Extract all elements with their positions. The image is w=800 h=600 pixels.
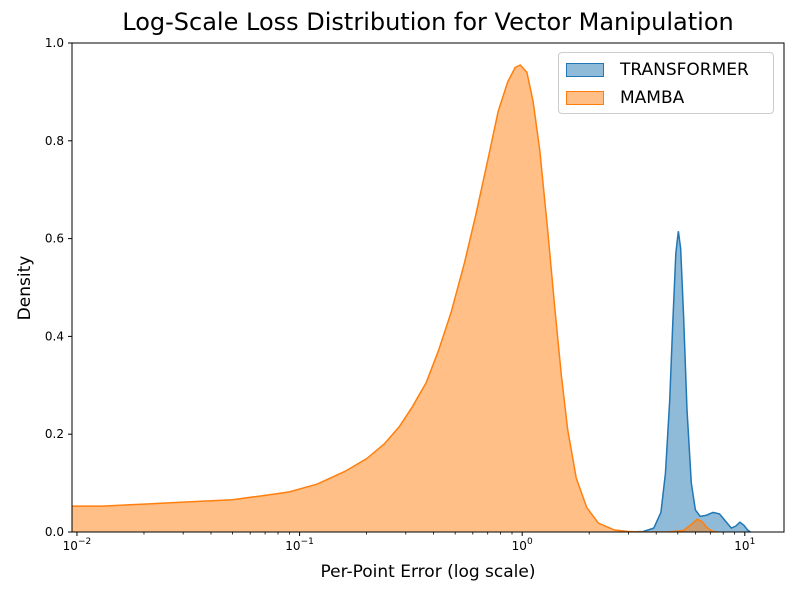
legend-item-transformer: TRANSFORMER <box>566 60 749 80</box>
series-line-mamba <box>72 64 719 532</box>
legend-label-mamba: MAMBA <box>620 88 685 108</box>
x-tick-label: 10−2 <box>63 537 92 553</box>
y-tick-label: 0.8 <box>45 134 64 148</box>
legend: TRANSFORMER MAMBA <box>558 52 774 114</box>
axes-layer: 0.0 0.2 0.4 0.6 0.8 1.0 10−2 10−1 100 101 <box>45 36 785 553</box>
legend-swatch-mamba <box>566 91 604 105</box>
x-tick-label: 100 <box>512 537 533 553</box>
series-layer <box>72 64 751 532</box>
legend-item-mamba: MAMBA <box>566 88 684 108</box>
series-line-transformer <box>628 231 751 532</box>
y-tick-label: 0.4 <box>45 329 64 343</box>
x-tick-label: 101 <box>734 537 755 553</box>
y-tick-label: 0.6 <box>45 232 64 246</box>
y-axis-label: Density <box>15 255 35 321</box>
y-tick-label: 0.0 <box>45 525 64 539</box>
series-area-transformer <box>628 231 751 532</box>
x-tick-label: 10−1 <box>285 537 314 553</box>
series-area-mamba <box>72 65 719 532</box>
axes-frame <box>71 42 785 533</box>
legend-swatch-transformer <box>566 63 604 77</box>
y-tick-label: 0.2 <box>45 427 64 441</box>
legend-label-transformer: TRANSFORMER <box>620 60 749 80</box>
y-tick-label: 1.0 <box>45 36 64 50</box>
x-axis-label: Per-Point Error (log scale) <box>320 562 536 582</box>
chart-title: Log-Scale Loss Distribution for Vector M… <box>122 8 734 36</box>
